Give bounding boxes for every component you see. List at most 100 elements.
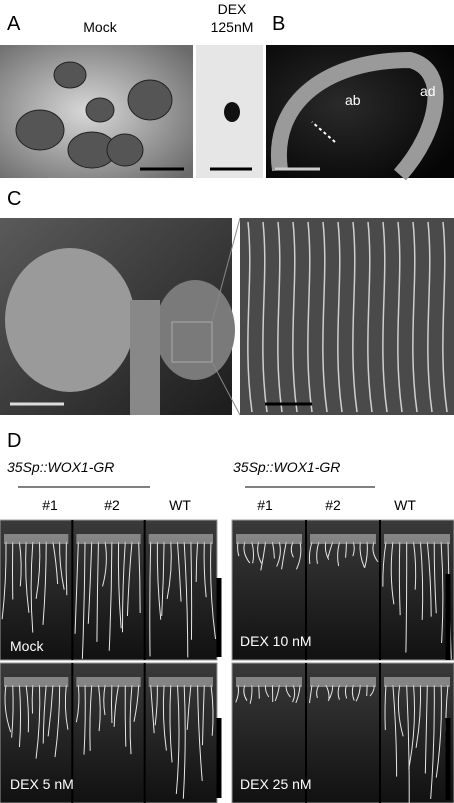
root — [108, 541, 113, 651]
seedling — [224, 102, 240, 122]
root — [397, 684, 404, 737]
root — [149, 541, 152, 657]
root — [197, 684, 203, 781]
root — [129, 684, 133, 755]
root — [161, 541, 165, 617]
plate-label: DEX 5 nM — [10, 776, 74, 792]
root — [74, 541, 79, 634]
leaf-shape — [270, 51, 444, 181]
panel-label: C — [7, 188, 21, 210]
root — [97, 684, 101, 732]
seedling-row — [236, 677, 302, 687]
plate-label: DEX 10 nM — [240, 633, 312, 649]
root — [382, 541, 387, 587]
cell-ridge — [412, 221, 418, 413]
root — [42, 684, 47, 744]
cell-ridge — [442, 221, 448, 413]
panel-label: A — [7, 13, 21, 35]
cell-ridge — [307, 221, 313, 413]
root — [154, 684, 158, 726]
leaf-shape — [5, 248, 135, 392]
cell-ridge — [352, 221, 358, 413]
root — [103, 684, 106, 716]
lane-label: WT — [394, 497, 416, 513]
condition-label: DEX — [218, 1, 247, 17]
plates — [0, 519, 454, 803]
genotype-label: 35Sp::WOX1-GR — [233, 459, 340, 475]
lane-label: WT — [169, 497, 191, 513]
root — [64, 684, 69, 730]
root — [183, 541, 189, 658]
root — [4, 684, 12, 733]
lane-label: #1 — [42, 497, 58, 513]
seedling-row — [310, 534, 376, 544]
zoom-line — [211, 217, 241, 323]
root — [166, 541, 172, 600]
root — [25, 684, 30, 733]
cell-ridge — [247, 221, 253, 413]
root — [433, 541, 437, 614]
root — [156, 541, 162, 620]
root — [25, 541, 30, 613]
lane-label: #1 — [257, 497, 273, 513]
cell-ridge — [322, 221, 328, 413]
root — [435, 684, 442, 778]
root — [364, 541, 368, 568]
genotype-label: 35Sp::WOX1-GR — [7, 459, 114, 475]
root — [281, 541, 287, 570]
root — [96, 541, 99, 642]
leaf-shape — [155, 280, 235, 380]
cell-ridge — [382, 221, 388, 413]
cell-ridge — [397, 221, 403, 413]
cell-ridge — [292, 221, 298, 413]
root — [18, 684, 22, 748]
lane-label: #2 — [104, 497, 120, 513]
root — [359, 541, 365, 569]
root — [138, 541, 141, 613]
root — [102, 541, 107, 587]
root — [65, 541, 68, 596]
root — [337, 541, 341, 567]
root — [296, 541, 302, 570]
root — [258, 684, 260, 699]
texture — [247, 221, 448, 413]
seedling-row — [76, 677, 141, 687]
photo — [240, 218, 454, 415]
root — [440, 541, 444, 644]
cell-ridge — [427, 221, 433, 413]
annotation: ab — [345, 92, 361, 108]
root — [31, 684, 34, 714]
seedling-row — [4, 534, 69, 544]
zoom-box — [171, 321, 213, 363]
root — [35, 541, 41, 599]
seedling-row — [148, 677, 213, 687]
root — [182, 684, 186, 799]
root — [169, 684, 173, 763]
root — [162, 684, 167, 751]
cell-ridge — [262, 221, 268, 413]
condition-label: Mock — [83, 19, 117, 35]
root — [59, 541, 65, 590]
root — [276, 541, 281, 567]
plate-label: DEX 25 nM — [240, 776, 312, 792]
seedling-row — [384, 677, 450, 687]
root — [175, 684, 180, 794]
panel-label: D — [7, 430, 21, 452]
root — [408, 684, 416, 769]
seedling-row — [236, 534, 302, 544]
root — [186, 684, 192, 730]
root — [413, 541, 417, 590]
root — [430, 684, 435, 799]
root — [426, 541, 432, 617]
root — [75, 684, 80, 723]
cell-ridge — [337, 221, 343, 413]
root — [398, 541, 401, 616]
root — [405, 541, 408, 653]
root — [87, 541, 93, 624]
root — [419, 541, 424, 620]
root — [81, 541, 86, 659]
cell-ridge — [277, 221, 283, 413]
root — [260, 541, 267, 571]
root — [42, 541, 47, 625]
root — [210, 541, 217, 640]
